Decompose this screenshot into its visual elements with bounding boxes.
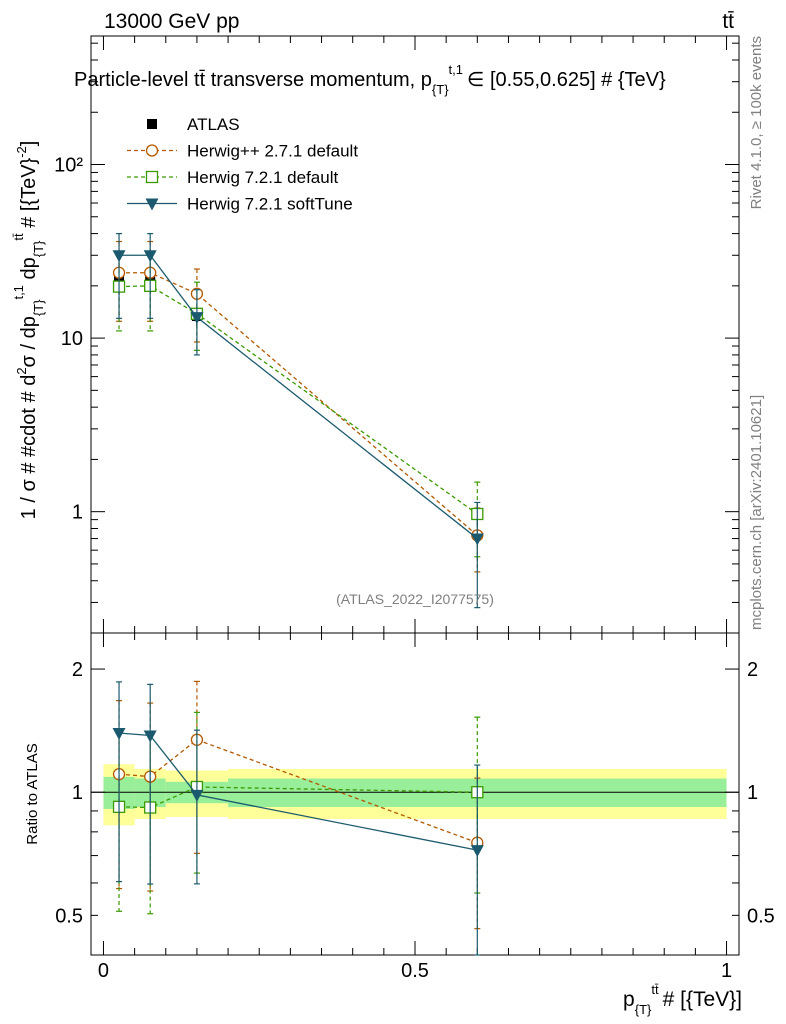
ylabel-sup4: -2	[14, 146, 29, 158]
process-label: tt̄	[722, 10, 734, 33]
xlabel-main: p	[623, 988, 635, 1011]
x-tick-label: 1	[721, 960, 732, 982]
xlabel-sub: {T}	[635, 1002, 652, 1017]
legend-entry: Herwig++ 2.7.1 default	[127, 142, 358, 161]
legend-label: Herwig 7.2.1 softTune	[187, 195, 353, 214]
ylabel-sub2: {T}	[31, 240, 46, 257]
ratio-tick-label: 2	[72, 659, 83, 681]
series-line-1	[119, 285, 478, 515]
ylabel-sup2: t,1	[11, 285, 26, 299]
legend-marker	[145, 170, 159, 184]
legend-entry: Herwig 7.2.1 default	[127, 168, 338, 187]
main-series	[112, 232, 484, 609]
y-tick-label: 10	[61, 328, 83, 350]
plot-title: Particle-level tt̄ transverse momentum, …	[74, 62, 666, 97]
ratio-point-2	[190, 789, 204, 802]
legend-label: ATLAS	[187, 115, 240, 134]
mcplots-watermark: mcplots.cern.ch [arXiv:2401.10621]	[748, 395, 765, 630]
y-tick-label: 1	[72, 502, 83, 524]
main-panel: 1 10 10²	[54, 35, 740, 634]
ratio-axis-ticks: 0 0.5 1 0.5 0.5 1 1 2 2	[55, 633, 775, 982]
legend-marker	[147, 119, 157, 129]
y-tick-label: 10²	[54, 155, 83, 177]
legend-label: Herwig 7.2.1 default	[187, 168, 338, 187]
energy-label: 13000 GeV pp	[104, 10, 239, 33]
xlabel-sup: tt̄	[651, 982, 659, 997]
ylabel-sup1: 2	[14, 367, 29, 374]
ylabel-mid: σ / dp	[18, 316, 40, 367]
main-axis-ticks: 1 10 10²	[54, 36, 739, 634]
series-point-2	[470, 533, 484, 546]
ylabel-end: ]	[18, 141, 40, 147]
x-axis-label: p{T} tt̄ # [{TeV}]	[623, 982, 742, 1017]
series-point-2	[190, 312, 204, 325]
ratio-line-1	[119, 786, 478, 809]
legend-label: Herwig++ 2.7.1 default	[187, 142, 358, 161]
x-tick-label: 0	[98, 960, 109, 982]
series-line-0	[119, 272, 478, 536]
title-tail: ∈ [0.55,0.625] # {TeV}	[467, 69, 666, 91]
legend-marker	[145, 144, 159, 157]
legend-entry: ATLAS	[147, 115, 240, 134]
rivet-watermark: Rivet 4.1.0, ≥ 100k events	[748, 36, 765, 209]
y-axis-label: 1 / σ # #cdot # d2σ / dp{T}t,1 dp{T}tt̄ …	[11, 141, 46, 520]
xlabel-tail: # [{TeV}]	[663, 988, 742, 1011]
series-point-2	[143, 250, 157, 263]
ratio-tick-label: 2	[747, 659, 758, 681]
title-sub: {T}	[432, 82, 449, 97]
ratio-tick-label: 0.5	[55, 905, 83, 927]
ratio-point-2	[470, 845, 484, 858]
ratio-point-2	[143, 730, 157, 743]
ylabel-tail: # [{TeV}	[18, 157, 40, 233]
analysis-id: (ATLAS_2022_I2077575)	[336, 591, 494, 607]
series-point-2	[112, 250, 126, 263]
ratio-panel: 0 0.5 1 0.5 0.5 1 1 2 2	[55, 632, 775, 982]
ylabel-mid2: dp	[18, 257, 40, 285]
ratio-bands	[91, 764, 739, 826]
title-main: Particle-level tt̄ transverse momentum, …	[74, 69, 432, 91]
title-sup: t,1	[449, 62, 463, 77]
ylabel-sup3: tt̄	[11, 233, 26, 241]
ratio-line-0	[118, 739, 478, 844]
ylabel-main: 1 / σ # #cdot # d	[18, 375, 40, 520]
series-line-2	[119, 254, 478, 540]
ratio-series	[112, 680, 484, 956]
ratio-point-2	[112, 728, 126, 741]
x-tick-label: 0.5	[401, 960, 429, 982]
ratio-tick-label: 1	[747, 782, 758, 804]
legend-entry: Herwig 7.2.1 softTune	[127, 195, 353, 214]
ratio-y-axis-label: Ratio to ATLAS	[24, 743, 41, 844]
ylabel-sub1: {T}	[31, 299, 46, 316]
ratio-tick-label: 0.5	[747, 905, 775, 927]
legend-marker	[145, 198, 159, 211]
legend: ATLAS Herwig++ 2.7.1 default Herwig 7.2.1 …	[127, 115, 358, 214]
ratio-line-2	[118, 732, 478, 851]
ratio-tick-label: 1	[72, 782, 83, 804]
